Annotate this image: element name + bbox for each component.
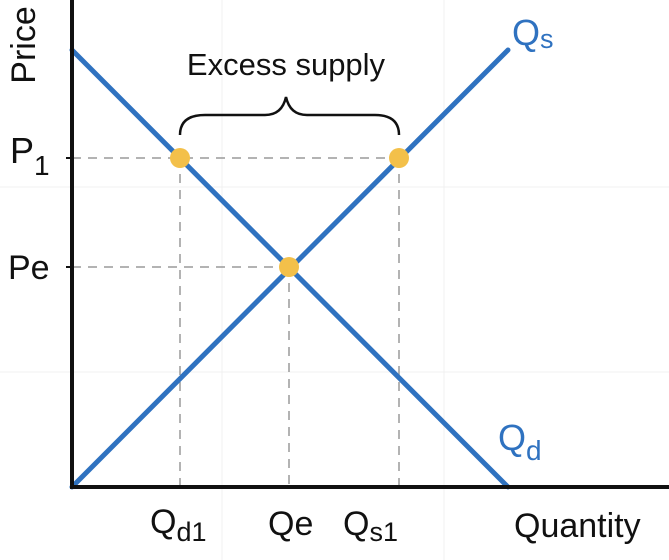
price-axis-label: Price <box>5 6 43 83</box>
demand-curve-label: Qd <box>498 417 542 466</box>
demand-curve-sub: d <box>526 435 542 466</box>
qty-qs1-main: Q <box>343 505 369 543</box>
excess-supply-brace <box>178 96 401 136</box>
price-p1-label: P1 <box>10 130 50 181</box>
supply-point-p1 <box>389 148 409 168</box>
price-p1-sub: 1 <box>34 150 50 181</box>
equilibrium-point <box>279 257 299 277</box>
supply-curve-main: Q <box>512 12 540 53</box>
guide-lines <box>72 157 400 487</box>
qty-qd1-label: Qd1 <box>150 503 207 547</box>
supply-curve-label: Qs <box>512 12 554 54</box>
qty-qd1-sub: d1 <box>176 517 206 547</box>
demand-point-p1 <box>170 148 190 168</box>
quantity-axis-label: Quantity <box>514 507 641 545</box>
qty-qs1-sub: s1 <box>369 517 398 547</box>
excess-supply-label: Excess supply <box>187 47 386 82</box>
supply-curve-sub: s <box>540 24 554 54</box>
qty-qs1-label: Qs1 <box>343 505 398 547</box>
qty-qe-label: Qe <box>268 505 313 543</box>
price-p1-main: P <box>10 130 34 171</box>
price-pe-label: Pe <box>8 249 50 287</box>
qty-qd1-main: Q <box>150 503 176 541</box>
demand-curve-main: Q <box>498 417 526 458</box>
